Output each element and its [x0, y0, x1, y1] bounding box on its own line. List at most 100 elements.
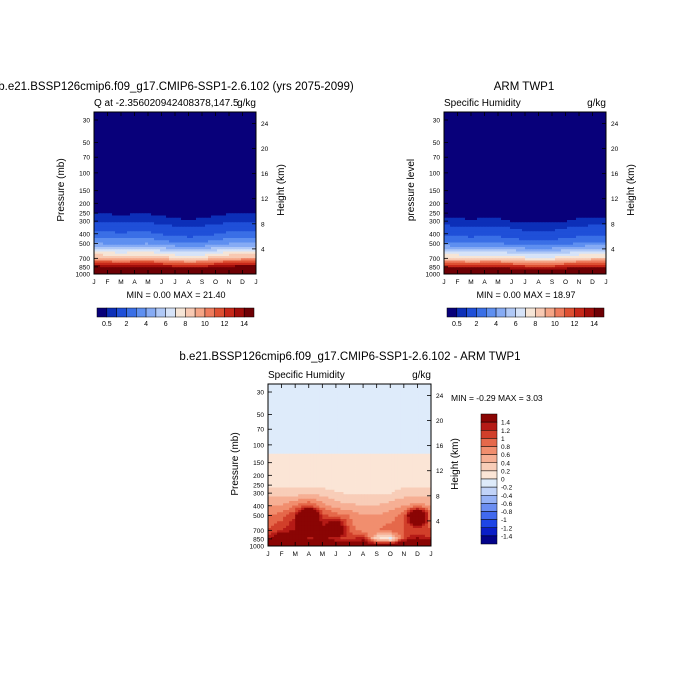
heatmap-cell: [232, 139, 236, 142]
heatmap-cell: [142, 195, 146, 198]
heatmap-cell: [241, 161, 245, 165]
heatmap-cell: [211, 134, 215, 138]
heatmap-cell: [175, 132, 179, 135]
heatmap-cell: [166, 127, 170, 131]
heatmap-cell: [235, 220, 239, 223]
heatmap-cell: [157, 247, 161, 250]
heatmap-cell: [558, 145, 562, 149]
heatmap-cell: [217, 184, 221, 187]
heatmap-cell: [214, 229, 218, 232]
heatmap-cell: [223, 256, 227, 259]
heatmap-cell: [166, 121, 170, 124]
heatmap-cell: [145, 148, 149, 151]
heatmap-cell: [205, 136, 209, 140]
heatmap-cell: [489, 152, 493, 156]
heatmap-cell: [103, 161, 107, 165]
heatmap-cell: [151, 208, 155, 212]
heatmap-cell: [555, 130, 559, 133]
heatmap-cell: [148, 215, 152, 219]
heatmap-cell: [112, 235, 116, 239]
heatmap-cell: [142, 186, 146, 189]
heatmap-cell: [232, 204, 236, 207]
heatmap-cell: [121, 235, 125, 239]
heatmap-cell: [184, 269, 188, 273]
heatmap-cell: [181, 195, 185, 198]
heatmap-cell: [471, 150, 475, 153]
heatmap-cell: [543, 123, 547, 126]
heatmap-cell: [97, 215, 101, 219]
heatmap-cell: [534, 148, 538, 151]
heatmap-cell: [456, 148, 460, 151]
heatmap-cell: [94, 240, 98, 243]
heatmap-cell: [450, 118, 454, 122]
heatmap-cell: [211, 256, 215, 259]
heatmap-cell: [124, 181, 128, 185]
heatmap-cell: [235, 112, 239, 115]
heatmap-cell: [205, 267, 209, 270]
heatmap-cell: [226, 229, 230, 232]
heatmap-cell: [510, 148, 514, 151]
heatmap-cell: [160, 215, 164, 219]
heatmap-cell: [121, 244, 125, 248]
heatmap-cell: [130, 267, 134, 270]
heatmap-cell: [205, 118, 209, 122]
heatmap-cell: [145, 260, 149, 264]
heatmap-cell: [172, 242, 176, 246]
heatmap-cell: [459, 123, 463, 126]
heatmap-cell: [160, 136, 164, 140]
heatmap-cell: [190, 186, 194, 189]
heatmap-cell: [537, 125, 541, 129]
heatmap-cell: [145, 145, 149, 149]
heatmap-cell: [169, 269, 173, 273]
heatmap-cell: [546, 145, 550, 149]
heatmap-cell: [175, 202, 179, 205]
heatmap-cell: [489, 112, 493, 115]
heatmap-cell: [199, 150, 203, 153]
heatmap-cell: [121, 163, 125, 167]
heatmap-cell: [118, 136, 122, 140]
heatmap-cell: [552, 145, 556, 149]
heatmap-cell: [205, 193, 209, 196]
heatmap-cell: [121, 242, 125, 246]
heatmap-cell: [121, 249, 125, 252]
heatmap-cell: [244, 166, 248, 169]
heatmap-cell: [166, 258, 170, 261]
heatmap-cell: [124, 235, 128, 239]
heatmap-cell: [139, 121, 143, 124]
heatmap-cell: [133, 217, 137, 221]
heatmap-cell: [229, 267, 233, 270]
heatmap-cell: [241, 265, 245, 268]
heatmap-cell: [142, 132, 146, 135]
heatmap-cell: [115, 202, 119, 205]
heatmap-cell: [247, 220, 251, 223]
heatmap-cell: [148, 157, 152, 160]
heatmap-cell: [205, 208, 209, 212]
heatmap-cell: [148, 190, 152, 194]
heatmap-cell: [226, 166, 230, 169]
heatmap-cell: [208, 229, 212, 232]
heatmap-cell: [157, 136, 161, 140]
heatmap-cell: [181, 186, 185, 189]
heatmap-cell: [193, 222, 197, 225]
heatmap-cell: [196, 220, 200, 223]
heatmap-cell: [187, 152, 191, 156]
heatmap-cell: [214, 215, 218, 219]
heatmap-cell: [145, 136, 149, 140]
heatmap-cell: [238, 150, 242, 153]
heatmap-cell: [193, 145, 197, 149]
heatmap-cell: [124, 163, 128, 167]
heatmap-cell: [555, 125, 559, 129]
heatmap-cell: [151, 114, 155, 117]
heatmap-cell: [151, 154, 155, 158]
heatmap-cell: [232, 125, 236, 129]
heatmap-cell: [480, 145, 484, 149]
heatmap-cell: [244, 224, 248, 228]
heatmap-cell: [94, 190, 98, 194]
heatmap-cell: [211, 247, 215, 250]
heatmap-cell: [136, 145, 140, 149]
heatmap-cell: [447, 127, 451, 131]
heatmap-cell: [178, 166, 182, 169]
heatmap-cell: [223, 127, 227, 131]
heatmap-cell: [187, 118, 191, 122]
heatmap-cell: [106, 148, 110, 151]
